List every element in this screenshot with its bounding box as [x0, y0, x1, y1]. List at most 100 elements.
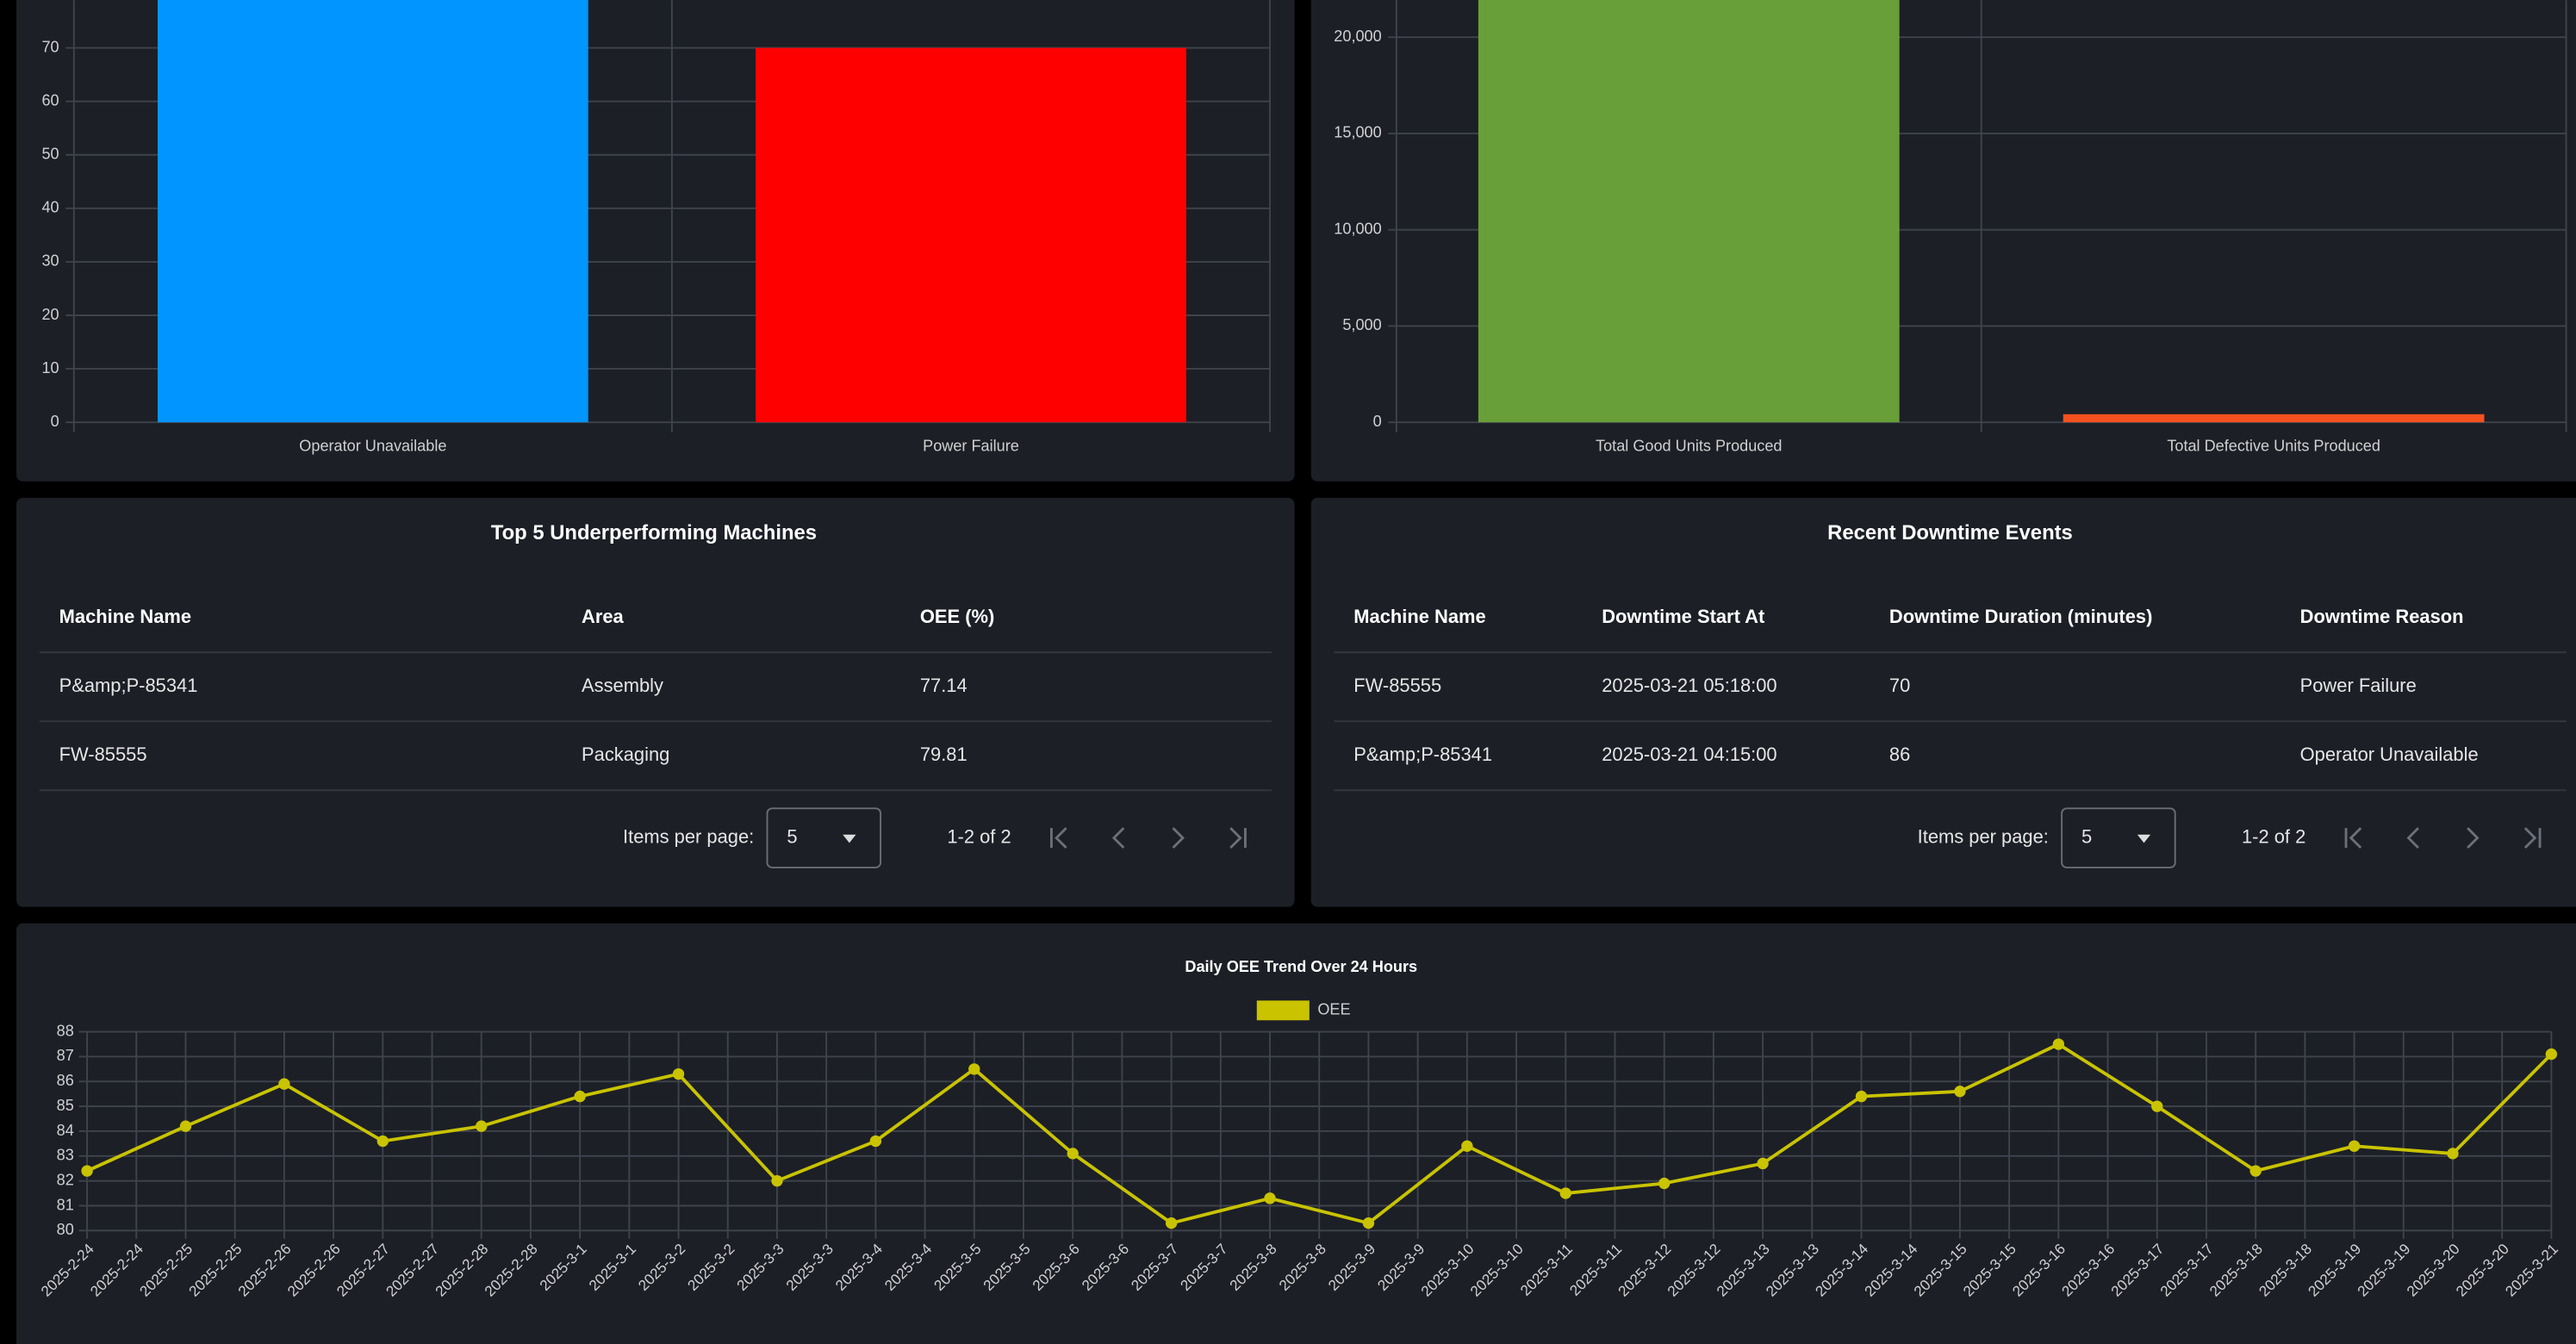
column-header: Machine Name [59, 606, 191, 627]
x-tick-label: Total Defective Units Produced [2167, 438, 2380, 455]
y-tick-label: 81 [57, 1196, 74, 1213]
line-segment [973, 1067, 1074, 1155]
table-cell: FW-85555 [1353, 675, 1441, 696]
table-cell: 2025-03-21 04:15:00 [1602, 744, 1776, 765]
x-tick-label: Total Good Units Produced [1596, 438, 1782, 455]
data-point [2249, 1165, 2262, 1177]
line-segment [283, 1082, 384, 1143]
data-point [81, 1165, 93, 1177]
bar [1478, 0, 1900, 423]
line-segment [184, 1082, 285, 1128]
data-point [1757, 1157, 1769, 1170]
data-point [376, 1135, 389, 1148]
page-size-value: 5 [2081, 825, 2092, 847]
line-segment [1959, 1042, 2060, 1093]
line-segment [874, 1067, 975, 1143]
panel [16, 497, 1295, 907]
y-tick-label: 10 [41, 359, 59, 376]
y-tick-label: 86 [57, 1072, 74, 1089]
page-range: 1-2 of 2 [947, 825, 1011, 847]
bar [157, 0, 588, 423]
data-point [771, 1174, 783, 1187]
page-size-value: 5 [787, 825, 797, 847]
column-header: Downtime Start At [1602, 606, 1765, 627]
first-page-button[interactable] [2344, 827, 2362, 849]
page-size-select[interactable] [766, 807, 882, 868]
legend-label: OEE [1317, 1001, 1350, 1018]
y-tick-label: 85 [57, 1097, 74, 1114]
table-cell: P&amp;P-85341 [1353, 744, 1492, 765]
page-size-select[interactable] [2061, 807, 2176, 868]
data-point [2348, 1140, 2361, 1152]
line-segment [1466, 1144, 1567, 1195]
y-tick-label: 20 [41, 306, 59, 323]
line-segment [2255, 1144, 2355, 1173]
last-page-button[interactable] [2523, 827, 2542, 849]
data-point [1165, 1217, 1178, 1229]
y-tick-label: 0 [51, 413, 59, 430]
line-segment [1367, 1144, 1469, 1225]
y-tick-label: 60 [41, 91, 59, 109]
paginator-label: Items per page: [1918, 825, 2049, 847]
legend-swatch [1256, 1000, 1310, 1021]
data-point [2052, 1038, 2065, 1050]
next-page-button[interactable] [1172, 827, 1185, 849]
column-header: Downtime Duration (minutes) [1889, 606, 2152, 627]
data-point [1658, 1177, 1671, 1190]
data-point [1954, 1086, 1966, 1098]
column-header: Downtime Reason [2300, 606, 2464, 627]
table-title: Recent Downtime Events [1827, 521, 2073, 544]
line-segment [2354, 1144, 2454, 1155]
bar [756, 47, 1186, 423]
data-point [1362, 1217, 1375, 1229]
line-segment [481, 1094, 581, 1129]
line-segment [383, 1124, 482, 1143]
data-point [179, 1120, 192, 1132]
x-tick-label: Power Failure [923, 438, 1019, 455]
table-cell: Assembly [582, 675, 663, 696]
line-segment [579, 1072, 679, 1098]
y-tick-label: 20,000 [1334, 28, 1381, 45]
column-header: Machine Name [1353, 606, 1485, 627]
paginator-label: Items per page: [623, 825, 754, 847]
data-point [2151, 1100, 2163, 1112]
data-point [672, 1067, 685, 1080]
y-tick-label: 70 [41, 38, 59, 55]
y-tick-label: 15,000 [1334, 124, 1381, 141]
line-segment [1861, 1089, 1961, 1098]
data-point [574, 1090, 586, 1103]
line-segment [1072, 1152, 1173, 1225]
last-page-button[interactable] [1229, 827, 1247, 849]
table-cell: 2025-03-21 05:18:00 [1602, 675, 1776, 696]
page-range: 1-2 of 2 [2242, 825, 2305, 847]
table-cell: 70 [1889, 675, 1910, 696]
previous-page-button[interactable] [2406, 827, 2419, 849]
data-point [968, 1063, 980, 1075]
column-header: OEE (%) [920, 606, 994, 627]
line-segment [1664, 1161, 1764, 1185]
next-page-button[interactable] [2467, 827, 2480, 849]
dropdown-arrow [843, 834, 856, 843]
first-page-button[interactable] [1049, 827, 1067, 849]
table-cell: 77.14 [920, 675, 968, 696]
panel [1310, 497, 2576, 907]
data-point [1855, 1090, 1868, 1103]
line-segment [1565, 1181, 1664, 1195]
x-tick-label: Operator Unavailable [299, 438, 446, 455]
previous-page-button[interactable] [1111, 827, 1125, 849]
table-cell: FW-85555 [59, 744, 147, 765]
y-tick-label: 10,000 [1334, 220, 1381, 237]
y-tick-label: 83 [57, 1147, 74, 1164]
line-segment [2156, 1104, 2257, 1173]
y-tick-label: 50 [41, 146, 59, 163]
table-cell: P&amp;P-85341 [59, 675, 198, 696]
line-segment [2057, 1042, 2158, 1108]
data-point [869, 1135, 882, 1148]
y-tick-label: 80 [57, 1221, 74, 1238]
data-point [2545, 1048, 2558, 1061]
y-tick-label: 88 [57, 1022, 74, 1039]
dropdown-arrow [2137, 834, 2151, 843]
y-tick-label: 0 [1373, 413, 1382, 430]
table-cell: Operator Unavailable [2300, 744, 2479, 765]
